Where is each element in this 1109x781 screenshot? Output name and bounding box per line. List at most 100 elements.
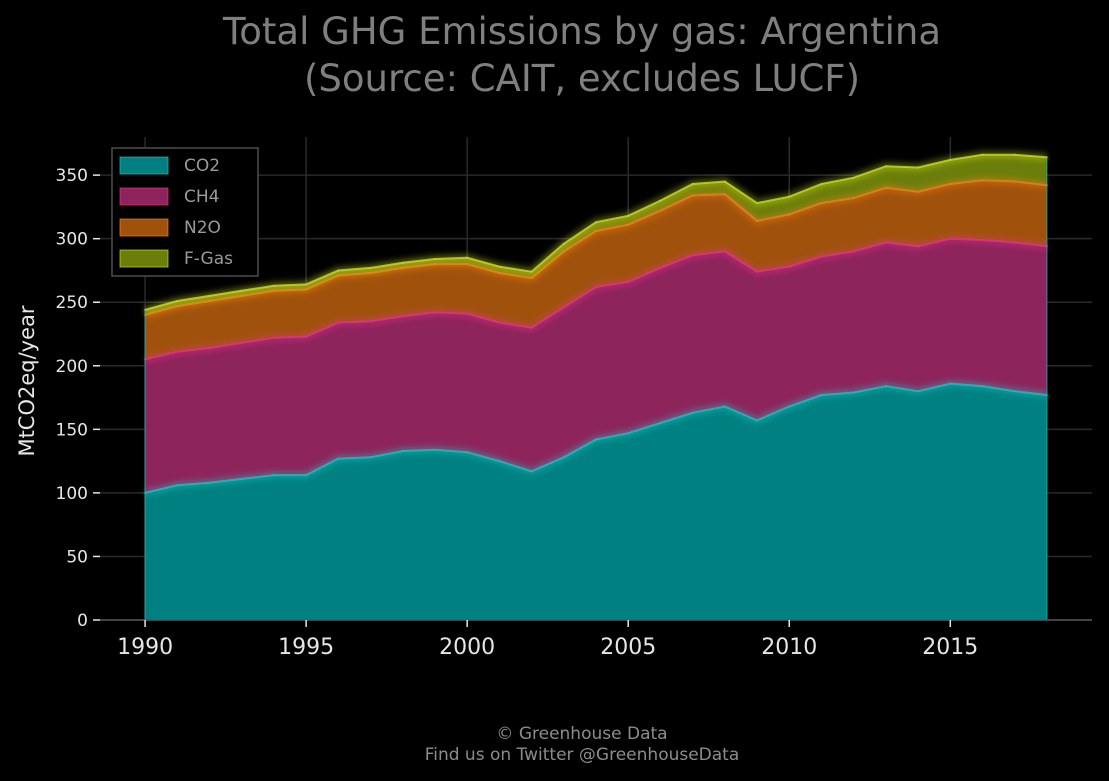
point-ch4: [305, 335, 308, 338]
point-f-gas: [756, 202, 758, 205]
y-tick-label: 100: [56, 484, 88, 504]
point-n2o: [272, 289, 275, 292]
point-f-gas: [208, 294, 211, 297]
point-ch4: [595, 286, 597, 288]
point-f-gas: [852, 176, 855, 179]
x-tick-label: 1990: [117, 635, 173, 660]
area-f-gas: [145, 154, 1047, 315]
point-co2: [240, 477, 243, 480]
y-tick-label: 300: [56, 230, 88, 250]
point-ch4: [723, 250, 726, 253]
point-n2o: [659, 209, 662, 212]
point-f-gas: [627, 214, 630, 217]
point-n2o: [401, 266, 404, 269]
point-n2o: [691, 194, 694, 197]
axes: 1990 1995 2000 2005 2010 2015 0 50 100 150 200 250 3…: [56, 166, 1092, 660]
legend-swatch-ch4: [119, 187, 169, 206]
point-ch4: [369, 320, 372, 323]
point-co2: [820, 394, 823, 396]
point-co2: [627, 432, 630, 435]
area-co2: [145, 383, 1047, 620]
point-n2o: [788, 213, 791, 216]
point-co2: [562, 456, 565, 459]
x-tick-label: 2005: [600, 635, 656, 660]
point-co2: [949, 382, 952, 385]
point-f-gas: [369, 266, 372, 269]
point-f-gas: [917, 166, 920, 169]
point-f-gas: [498, 265, 501, 268]
point-f-gas: [659, 199, 662, 202]
point-f-gas: [562, 242, 565, 245]
point-ch4: [659, 266, 662, 269]
point-f-gas: [434, 258, 436, 260]
y-tick-label: 50: [66, 547, 88, 567]
point-n2o: [562, 250, 565, 253]
point-ch4: [240, 341, 243, 344]
point-n2o: [852, 197, 855, 199]
point-n2o: [434, 263, 436, 266]
point-co2: [305, 474, 308, 477]
y-tick-label: 0: [77, 611, 88, 631]
chart-title-line-2: (Source: CAIT, excludes LUCF): [303, 57, 861, 100]
point-ch4: [337, 321, 340, 324]
point-n2o: [884, 186, 887, 189]
point-ch4: [949, 237, 952, 240]
point-n2o: [820, 202, 823, 205]
point-n2o: [723, 193, 726, 196]
point-n2o: [627, 223, 630, 226]
point-ch4: [691, 254, 694, 257]
point-f-gas: [691, 183, 694, 185]
point-ch4: [530, 326, 533, 329]
point-n2o: [305, 288, 308, 291]
point-ch4: [917, 245, 920, 248]
legend-label-f-gas: F-Gas: [184, 249, 233, 269]
point-co2: [208, 481, 211, 484]
point-co2: [595, 438, 597, 441]
point-co2: [659, 422, 662, 424]
point-f-gas: [466, 256, 469, 259]
point-f-gas: [884, 165, 887, 168]
point-co2: [884, 385, 887, 388]
point-ch4: [208, 347, 211, 349]
point-n2o: [949, 183, 952, 185]
legend-label-co2: CO2: [184, 156, 220, 176]
point-n2o: [466, 263, 469, 266]
y-axis-label: MtCO2eq/year: [15, 305, 39, 456]
point-f-gas: [595, 221, 597, 224]
point-f-gas: [401, 261, 404, 264]
y-tick-label: 200: [56, 357, 88, 377]
point-f-gas: [337, 269, 340, 272]
x-tick-label: 2015: [922, 635, 978, 660]
point-co2: [369, 456, 372, 459]
point-co2: [498, 460, 501, 463]
chart-title-line-1: Total GHG Emissions by gas: Argentina: [222, 10, 942, 53]
point-ch4: [627, 280, 630, 283]
point-ch4: [434, 311, 436, 314]
stacked-areas: [145, 154, 1047, 620]
point-f-gas: [723, 180, 726, 183]
point-co2: [723, 405, 726, 408]
point-f-gas: [305, 283, 308, 286]
point-ch4: [788, 265, 791, 268]
point-ch4: [562, 306, 565, 309]
footer-copyright: © Greenhouse Data: [496, 724, 668, 744]
y-tick-label: 350: [56, 166, 88, 186]
point-f-gas: [788, 195, 791, 198]
point-co2: [917, 390, 920, 393]
legend: CO2 CH4 N2O F-Gas: [111, 147, 259, 277]
point-f-gas: [820, 183, 823, 185]
point-f-gas: [1013, 153, 1016, 156]
x-tick-label: 2010: [761, 635, 817, 660]
point-co2: [788, 405, 791, 408]
point-co2: [530, 470, 533, 473]
point-f-gas: [240, 289, 243, 292]
point-ch4: [176, 350, 179, 353]
point-co2: [434, 448, 436, 451]
x-tick-label: 2000: [439, 635, 495, 660]
point-co2: [852, 391, 855, 394]
point-ch4: [401, 315, 404, 318]
point-ch4: [981, 239, 984, 241]
point-n2o: [756, 219, 758, 222]
y-tick-label: 150: [56, 420, 88, 440]
